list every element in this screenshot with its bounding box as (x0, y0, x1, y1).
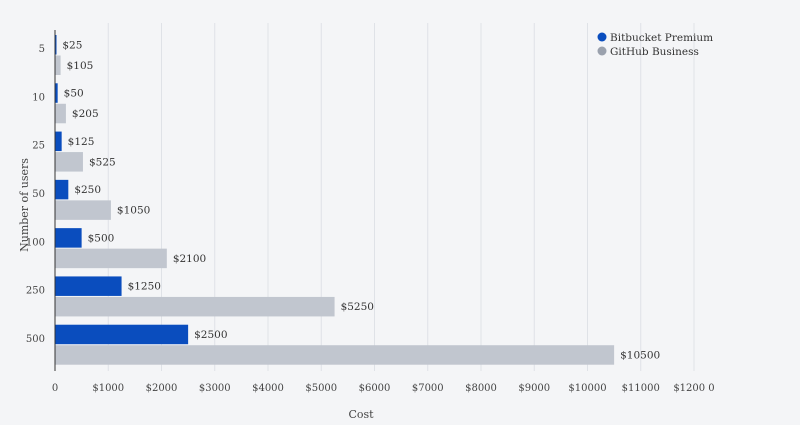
y-tick-label-250: 250 (26, 286, 45, 297)
y-tick-label-500: 500 (26, 334, 45, 345)
axes: 0 $1000 $2000 $3000 $4000 $5000 $6000 $7000 $800… (26, 30, 715, 394)
data-label-bitbucket-premium-25: $125 (68, 136, 95, 148)
x-tick-label-1200-0: $1200 0 (673, 383, 714, 394)
bar-github-business-5 (55, 55, 61, 75)
x-axis-title: Cost (348, 408, 374, 421)
data-label-bitbucket-premium-10: $50 (64, 88, 84, 100)
bar-bitbucket-premium-500 (55, 324, 189, 345)
bar-github-business-10 (55, 103, 66, 124)
x-tick-label-5000: $5000 (305, 383, 337, 394)
x-tick-label-11000: $11000 (622, 383, 660, 394)
x-tick-label-1000: $1000 (92, 383, 124, 394)
bar-bitbucket-premium-50 (55, 179, 69, 200)
legend-marker-bitbucket-premium (597, 32, 607, 42)
grid-lines (107, 23, 695, 371)
x-tick-label-6000: $6000 (359, 383, 391, 394)
y-tick-label-25: 25 (32, 141, 45, 152)
bar-bitbucket-premium-5 (55, 35, 57, 55)
x-tick-label-10000: $10000 (568, 383, 606, 394)
legend-marker-github-business (597, 46, 607, 56)
data-label-github-business-50: $1050 (117, 205, 150, 217)
data-label-github-business-10: $205 (72, 108, 99, 120)
data-label-github-business-5: $105 (67, 60, 94, 72)
legend-label-github-business: GitHub Business (610, 46, 699, 58)
bars: $25 $105 $50 $205 $125 $525 $250 $1050 $500 $2100… (55, 35, 660, 365)
data-label-github-business-500: $10500 (620, 349, 660, 361)
x-tick-label-9000: $9000 (518, 383, 550, 394)
bar-github-business-50 (55, 200, 111, 220)
x-tick-label-4000: $4000 (252, 383, 284, 394)
legend: Bitbucket Premium GitHub Business (597, 32, 713, 58)
bar-bitbucket-premium-100 (55, 228, 82, 248)
x-tick-label-2000: $2000 (146, 383, 178, 394)
data-label-bitbucket-premium-500: $2500 (194, 329, 227, 341)
data-label-bitbucket-premium-100: $500 (88, 232, 115, 244)
bar-github-business-100 (55, 248, 167, 269)
y-tick-label-50: 50 (32, 189, 45, 200)
data-label-github-business-100: $2100 (173, 253, 206, 265)
y-axis-title: Number of users (18, 158, 31, 252)
y-tick-label-100: 100 (26, 237, 45, 248)
legend-label-bitbucket-premium: Bitbucket Premium (610, 32, 713, 44)
x-tick-label-3000: $3000 (199, 383, 231, 394)
y-tick-label-10: 10 (32, 92, 45, 103)
data-label-github-business-25: $525 (89, 156, 116, 168)
x-tick-label-7000: $7000 (412, 383, 444, 394)
bar-github-business-250 (55, 296, 335, 317)
data-label-bitbucket-premium-5: $25 (62, 39, 82, 51)
bar-bitbucket-premium-25 (55, 131, 62, 152)
x-tick-label-0: 0 (52, 383, 58, 394)
data-label-bitbucket-premium-250: $1250 (128, 281, 161, 293)
bar-bitbucket-premium-250 (55, 276, 122, 296)
bar-github-business-25 (55, 152, 83, 172)
y-tick-label-5: 5 (39, 44, 45, 55)
x-tick-label-8000: $8000 (465, 383, 497, 394)
bar-bitbucket-premium-10 (55, 83, 58, 103)
data-label-github-business-250: $5250 (341, 301, 374, 313)
bar-github-business-500 (55, 345, 615, 365)
data-label-bitbucket-premium-50: $250 (74, 184, 101, 196)
